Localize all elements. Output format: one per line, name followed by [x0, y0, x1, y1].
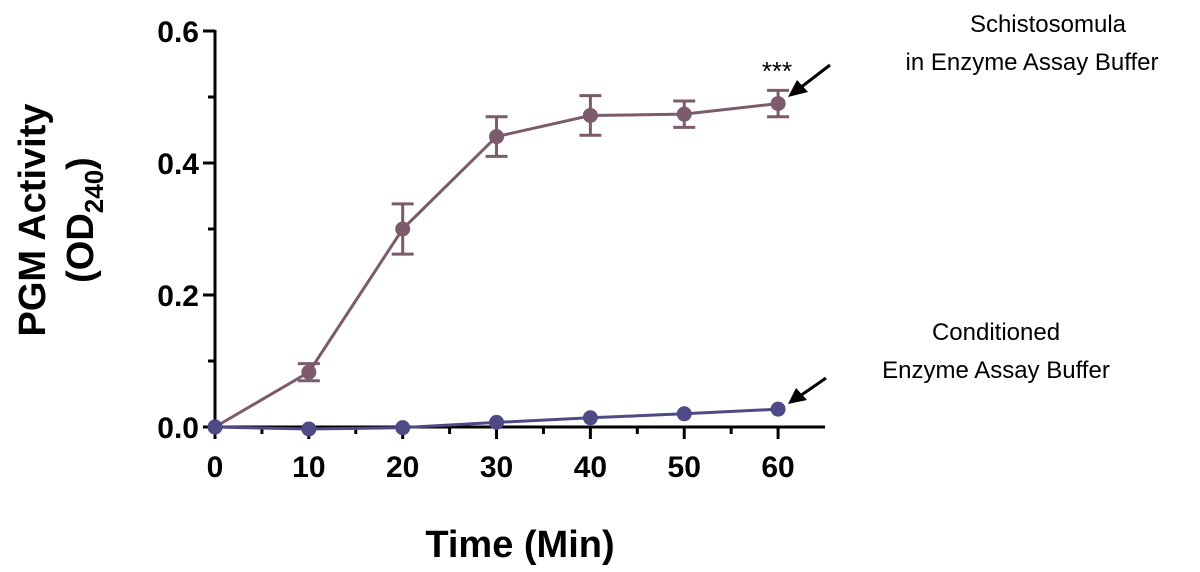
x-axis-title: Time (Min): [425, 524, 614, 566]
x-tick-label: 30: [480, 451, 513, 484]
data-point-conditioned: [301, 421, 317, 437]
data-point-schistosomula: [395, 221, 411, 237]
data-point-schistosomula: [676, 106, 692, 122]
data-point-conditioned: [395, 420, 411, 436]
x-tick-label: 50: [668, 451, 701, 484]
data-point-conditioned: [770, 401, 786, 417]
annotation-schistosomula-line2: in Enzyme Assay Buffer: [905, 49, 1158, 76]
annotation-conditioned-line1: Conditioned: [932, 319, 1060, 346]
x-tick-label: 60: [761, 451, 794, 484]
y-axis-title-od: (OD: [60, 213, 102, 283]
series-conditioned: [207, 401, 786, 437]
data-point-schistosomula: [301, 364, 317, 380]
data-point-conditioned: [676, 406, 692, 422]
significance-marker: ***: [762, 56, 792, 86]
data-point-schistosomula: [489, 129, 505, 145]
ticks: 0.0 0.2 0.4 0.6 0 10 20 30 40 50 60: [157, 16, 794, 484]
x-tick-label: 40: [574, 451, 607, 484]
arrow-conditioned: [788, 376, 827, 404]
y-axis-title-line1: PGM Activity: [12, 104, 54, 337]
data-point-conditioned: [489, 414, 505, 430]
series-schistosomula: [207, 88, 790, 435]
y-tick-label: 0.6: [157, 16, 199, 49]
y-axis-title-line2: (OD240): [60, 157, 109, 283]
annotation-schistosomula-line1: Schistosomula: [970, 11, 1127, 38]
y-axis-title: PGM Activity (OD240): [12, 104, 109, 337]
series-layer: [207, 88, 790, 437]
x-tick-label: 20: [386, 451, 419, 484]
data-point-schistosomula: [770, 96, 786, 112]
y-tick-label: 0.4: [157, 148, 199, 181]
x-tick-label: 0: [207, 451, 224, 484]
annotation-conditioned-line2: Enzyme Assay Buffer: [882, 357, 1110, 384]
data-point-schistosomula: [582, 107, 598, 123]
x-tick-label: 10: [292, 451, 325, 484]
data-point-conditioned: [582, 410, 598, 426]
y-axis-title-subscript: 240: [79, 170, 109, 213]
data-point-conditioned: [207, 419, 223, 435]
arrow-schistosomula: [788, 63, 831, 97]
y-axis-title-close: ): [60, 157, 102, 170]
y-tick-label: 0.0: [157, 412, 199, 445]
y-tick-label: 0.2: [157, 280, 199, 313]
